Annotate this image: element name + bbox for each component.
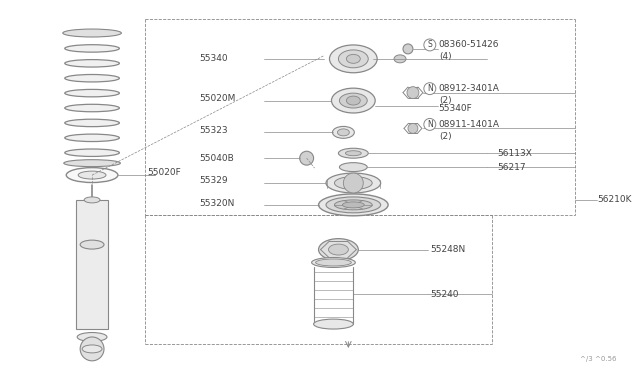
Bar <box>76 200 108 329</box>
Circle shape <box>344 173 364 193</box>
Circle shape <box>424 118 436 130</box>
Ellipse shape <box>319 239 358 260</box>
Circle shape <box>300 151 314 165</box>
Text: ^/3 ^0.56: ^/3 ^0.56 <box>580 356 616 362</box>
Circle shape <box>408 124 418 133</box>
Ellipse shape <box>342 202 364 208</box>
Ellipse shape <box>80 240 104 249</box>
Ellipse shape <box>319 194 388 216</box>
Ellipse shape <box>312 257 355 267</box>
Ellipse shape <box>84 197 100 203</box>
Ellipse shape <box>77 333 107 341</box>
Ellipse shape <box>339 93 367 108</box>
Ellipse shape <box>339 50 368 68</box>
Ellipse shape <box>65 119 120 126</box>
Text: N: N <box>427 120 433 129</box>
Text: 55040B: 55040B <box>200 154 234 163</box>
Ellipse shape <box>63 29 122 37</box>
Ellipse shape <box>332 126 355 138</box>
Ellipse shape <box>346 54 360 63</box>
Text: N: N <box>427 84 433 93</box>
Text: 55329: 55329 <box>200 176 228 185</box>
Ellipse shape <box>82 345 102 353</box>
Ellipse shape <box>346 96 360 105</box>
Ellipse shape <box>394 55 406 63</box>
Circle shape <box>424 83 436 94</box>
Text: 56113X: 56113X <box>497 149 532 158</box>
Ellipse shape <box>326 197 381 213</box>
Ellipse shape <box>339 163 367 171</box>
Circle shape <box>80 337 104 361</box>
Circle shape <box>403 44 413 54</box>
Ellipse shape <box>65 149 120 157</box>
Text: 55323: 55323 <box>200 126 228 135</box>
Text: 08360-51426: 08360-51426 <box>439 41 499 49</box>
Text: (4): (4) <box>439 52 451 61</box>
Ellipse shape <box>332 88 375 113</box>
Text: 55340F: 55340F <box>439 104 472 113</box>
Ellipse shape <box>330 45 377 73</box>
Text: S: S <box>428 41 432 49</box>
Text: 55020M: 55020M <box>200 94 236 103</box>
Ellipse shape <box>64 160 120 167</box>
Ellipse shape <box>65 89 120 97</box>
Ellipse shape <box>78 171 106 179</box>
Circle shape <box>407 87 419 99</box>
Text: 55340: 55340 <box>200 54 228 63</box>
Text: 08911-1401A: 08911-1401A <box>439 120 500 129</box>
Text: 08912-3401A: 08912-3401A <box>439 84 500 93</box>
Text: 56210K: 56210K <box>598 195 632 204</box>
Text: (2): (2) <box>439 132 451 141</box>
Ellipse shape <box>346 151 361 156</box>
Ellipse shape <box>326 173 381 193</box>
Text: 55248N: 55248N <box>430 245 465 254</box>
Ellipse shape <box>337 129 349 136</box>
Ellipse shape <box>65 134 120 142</box>
Ellipse shape <box>65 60 120 67</box>
Text: 55020F: 55020F <box>148 168 182 177</box>
Ellipse shape <box>328 244 348 255</box>
Ellipse shape <box>314 319 353 329</box>
Ellipse shape <box>339 148 368 158</box>
Circle shape <box>424 39 436 51</box>
Ellipse shape <box>65 74 120 82</box>
Text: (2): (2) <box>439 96 451 105</box>
Text: 55320N: 55320N <box>200 199 235 208</box>
Ellipse shape <box>65 104 120 112</box>
Ellipse shape <box>335 177 372 189</box>
Ellipse shape <box>67 168 118 183</box>
Text: 56217: 56217 <box>497 163 526 171</box>
Ellipse shape <box>316 259 351 266</box>
Ellipse shape <box>335 200 372 210</box>
Ellipse shape <box>65 45 120 52</box>
Text: 55240: 55240 <box>430 290 458 299</box>
